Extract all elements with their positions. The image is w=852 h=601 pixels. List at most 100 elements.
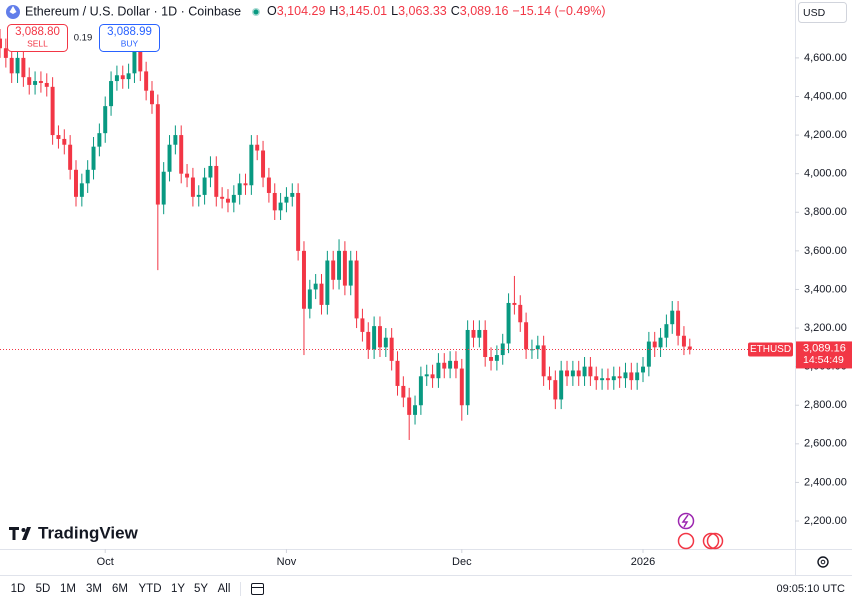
period-button[interactable]: 3M [86,583,102,595]
symbol-tag [748,342,793,357]
y-tick-label: 4,200.00 [804,129,847,141]
candle-body [664,324,669,338]
ohlc-legend: O3,104.29 H3,145.01 L3,063.33 C3,089.16 −15.… [267,4,606,18]
candle-body [138,40,143,72]
y-tick-label: 4,000.00 [804,168,847,180]
candle-body [442,362,447,369]
candle-body [348,260,353,286]
buy-price: 3,088.99 [107,26,152,38]
currency-select[interactable]: USD [798,2,847,23]
candle-body [149,90,154,105]
logo-part [21,528,26,532]
candle-body [97,133,102,147]
change: −15.14 (−0.49%) [512,4,605,18]
period-button[interactable]: 1D [11,583,26,595]
candle-body [132,40,137,74]
candle-body [278,202,283,211]
x-tick-label: 2026 [631,556,655,568]
calendar-icon[interactable] [251,583,264,595]
currency-box[interactable] [798,2,847,23]
y-tick-label: 2,200.00 [804,515,847,527]
brand-name: TradingView [38,523,139,542]
candle-body [377,326,382,348]
candle-body [676,310,681,336]
settings-icon[interactable] [817,556,829,568]
candle-body [196,194,201,197]
candle-body [623,372,628,379]
countdown-label: 14:54:49 [803,354,844,366]
candle-body [266,177,271,193]
y-tick-label: 3,600.00 [804,245,847,257]
candle-body [255,144,260,151]
candle-body [582,366,587,377]
candle-body [74,169,78,197]
events [677,512,724,550]
candle-body [594,376,599,381]
candle-body [617,376,622,379]
candle-body [413,405,418,415]
event-icon[interactable] [702,532,720,550]
candle-body [559,370,564,400]
candle-body [214,165,219,197]
candle-body [319,283,324,305]
candle-body [646,341,651,367]
value: 3,063.33 [398,4,447,18]
period-button[interactable]: 5D [36,583,51,595]
settings-icon-core [820,559,826,565]
candle-body [383,337,388,348]
candle-body [144,71,149,91]
period-button[interactable]: YTD [139,583,162,595]
symbol-tag-label: ETHUSD [750,344,791,355]
sell-price: 3,088.80 [15,26,60,38]
calendar[interactable] [251,583,264,595]
candle-body [605,378,610,381]
candle-body [500,343,505,356]
candle-body [173,135,178,145]
header: Ethereum / U.S. Dollar · 1D · Coinbase O… [6,4,606,19]
candle-body [354,260,359,319]
sell-button[interactable] [7,24,68,52]
candle-body [114,75,119,82]
label: L [391,4,398,18]
candle-body [9,57,14,74]
buy-button[interactable] [99,24,160,52]
candle-body [641,366,646,373]
event-icon[interactable] [677,532,695,550]
plot-area [0,27,795,440]
event-glyph [681,514,689,528]
candle-body [50,86,55,136]
candle-body [436,362,441,379]
candle-body [524,322,529,350]
currency-label: USD [803,7,826,19]
settings[interactable] [817,556,829,568]
candle-body [307,289,312,309]
period-button[interactable]: 6M [112,583,128,595]
candle-body [249,144,254,186]
candle-body [208,165,213,178]
candle-body [570,370,575,377]
value: 3,089.16 [460,4,509,18]
candle-body [372,326,377,350]
period-button[interactable]: 5Y [194,583,208,595]
candle-body [547,376,552,381]
candle-body [512,302,517,305]
candle-body [284,196,289,203]
candle-body [471,329,476,338]
period-button[interactable]: 1M [60,583,76,595]
candle-body [629,372,634,381]
event-icon[interactable] [677,512,695,530]
candle-body [687,346,692,350]
y-tick-label: 4,600.00 [804,52,847,64]
candle-body [325,260,330,305]
spread: 0.19 [74,33,93,44]
candle-body [91,146,96,170]
period-button[interactable]: All [218,583,231,595]
period-button[interactable]: 1Y [171,583,185,595]
logo-part [22,527,31,540]
candle-body [296,192,301,251]
value: 3,104.29 [277,4,326,18]
label: C [451,4,460,18]
